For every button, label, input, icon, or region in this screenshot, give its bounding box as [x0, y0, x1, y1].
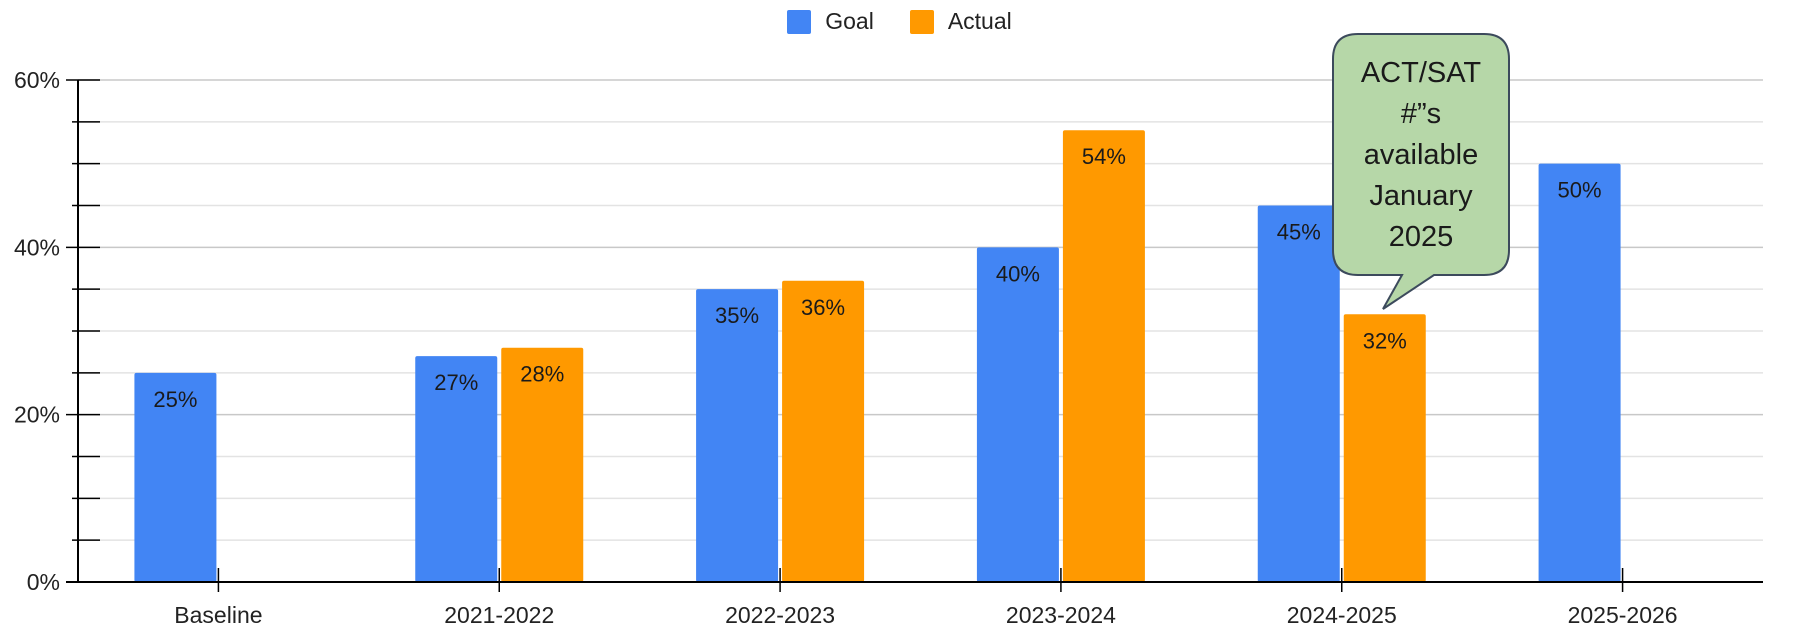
data-label: 25% [153, 387, 197, 412]
bar-goal [976, 247, 1059, 583]
callout-shape [1332, 33, 1510, 310]
bar-goal [1257, 205, 1340, 582]
y-tick-label: 40% [14, 234, 60, 260]
callout-bubble [1332, 33, 1510, 310]
bar-goal [696, 289, 779, 582]
bar-goal [415, 356, 498, 582]
y-tick-label: 0% [27, 569, 60, 595]
legend-label-actual: Actual [947, 8, 1012, 34]
annotation-callout: ACT/SAT #”s available January 2025 [1332, 33, 1510, 310]
x-tick-label: Baseline [174, 602, 262, 628]
data-label: 50% [1558, 178, 1602, 203]
data-label: 54% [1082, 144, 1126, 169]
bar-goal [1538, 163, 1621, 582]
annotation-text: ACT/SAT #”s available January 2025 [1360, 57, 1482, 253]
bar-actual [1343, 314, 1426, 582]
y-tick-label: 20% [14, 402, 60, 428]
legend: Goal Actual [0, 8, 1799, 35]
legend-item-goal: Goal [787, 8, 874, 35]
legend-item-actual: Actual [909, 8, 1012, 35]
x-tick-label: 2021-2022 [444, 602, 554, 628]
bar-actual [501, 347, 584, 582]
x-tick-label: 2022-2023 [725, 602, 835, 628]
data-label: 35% [715, 303, 759, 328]
x-tick-label: 2024-2025 [1287, 602, 1397, 628]
legend-swatch-goal [787, 9, 812, 34]
bar-goal [134, 372, 217, 582]
data-label: 32% [1363, 328, 1407, 353]
x-tick-label: 2025-2026 [1568, 602, 1678, 628]
legend-swatch-actual [909, 9, 934, 34]
data-label: 36% [801, 295, 845, 320]
legend-label-goal: Goal [825, 8, 874, 34]
data-label: 40% [996, 261, 1040, 286]
bar-actual [782, 280, 865, 582]
y-tick-label: 60% [14, 67, 60, 93]
data-label: 27% [434, 370, 478, 395]
data-label: 45% [1277, 220, 1321, 245]
data-label: 28% [520, 362, 564, 387]
bar-actual [1062, 130, 1145, 582]
x-tick-label: 2023-2024 [1006, 602, 1116, 628]
